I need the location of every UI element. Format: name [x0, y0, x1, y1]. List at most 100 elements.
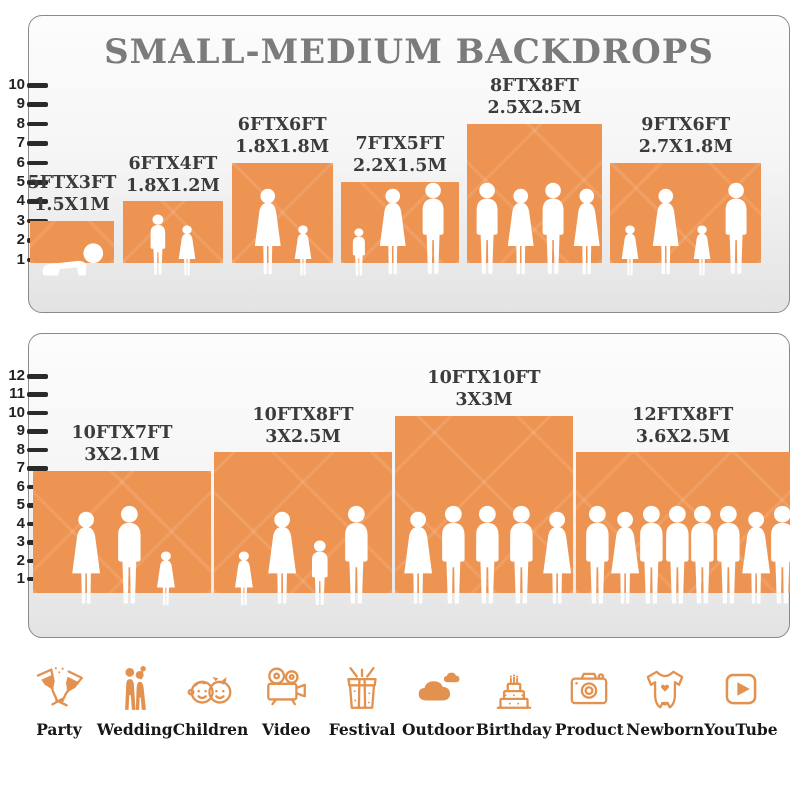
size-feet: 9FTX6FT [641, 114, 731, 135]
page-title: SMALL-MEDIUM BACKDROPS [104, 32, 714, 72]
y-axis-tick-label: 8 [16, 114, 25, 132]
category-children: Children [172, 662, 249, 739]
y-axis-tick-mark [27, 466, 48, 471]
y-axis-tick-label: 10 [8, 76, 25, 93]
backdrop-bar-12ftx8ft [576, 452, 790, 593]
backdrop-bar-10ftx10ft [395, 415, 573, 593]
size-feet: 12FTX8FT [632, 404, 734, 425]
backdrop-bar-7ftx5ft [341, 182, 459, 263]
category-birthday: Birthday [475, 662, 552, 739]
size-meters: 2.2X1.5M [352, 156, 447, 177]
backdrop-size-label: 10FTX10FT 3X3M [365, 368, 603, 412]
backdrop-size-label: 9FTX6FT 2.7X1.8M [580, 115, 791, 159]
wedding-icon [110, 662, 160, 716]
category-label: YouTube [704, 720, 778, 739]
size-meters: 3.6X2.5M [635, 426, 730, 447]
backdrop-size-label: 6FTX6FT 1.8X1.8M [202, 115, 363, 159]
y-axis-tick-label: 11 [9, 385, 25, 403]
backdrop-bar-6ftx4ft [122, 201, 224, 263]
y-axis-tick-label: 10 [8, 403, 25, 421]
newborn-icon [640, 662, 690, 716]
panel-top: SMALL-MEDIUM BACKDROPS 1 2 3 4 5 6 7 8 9 10 5FTX3F… [8, 15, 791, 313]
size-feet: 7FTX5FT [355, 134, 445, 155]
size-meters: 3X2.5M [265, 426, 341, 447]
category-label: Festival [328, 720, 396, 739]
y-axis-tick-mark [27, 83, 48, 88]
backdrop-bar-6ftx6ft [231, 162, 333, 263]
backdrop-bar-10ftx7ft [33, 470, 211, 593]
category-label: Party [36, 720, 82, 739]
outdoor-icon [413, 662, 463, 716]
category-label: Wedding [96, 720, 173, 739]
y-axis-tick-label: 5 [16, 496, 25, 514]
category-label: Children [172, 720, 249, 739]
size-meters: 2.5X2.5M [487, 97, 582, 118]
y-axis-tick-label: 3 [16, 533, 25, 551]
size-meters: 1.8X1.8M [235, 136, 330, 157]
category-label: Outdoor [402, 720, 474, 739]
category-youtube: YouTube [704, 662, 778, 739]
y-axis-tick-mark [27, 374, 48, 379]
y-axis-tick-label: 7 [16, 459, 25, 477]
birthday-icon [489, 662, 539, 716]
y-axis-tick-mark [27, 392, 48, 397]
y-axis-tick-label: 1 [16, 569, 25, 587]
backdrop-size-label: 10FTX8FT 3X2.5M [184, 405, 422, 449]
y-axis-tick-mark [27, 199, 48, 204]
category-label: Product [554, 720, 624, 739]
y-axis-tick-label: 4 [16, 514, 25, 532]
product-icon [564, 662, 614, 716]
y-axis-tick-label: 2 [16, 551, 25, 569]
y-axis-tick-label: 6 [16, 153, 25, 171]
backdrop-bar-10ftx8ft [214, 452, 392, 593]
category-product: Product [552, 662, 626, 739]
party-icon [34, 662, 84, 716]
backdrop-bar-8ftx8ft [467, 123, 602, 263]
backdrop-bar-5ftx3ft [30, 220, 114, 263]
y-axis-tick-label: 9 [16, 95, 25, 113]
y-axis-tick-mark [27, 429, 48, 434]
festival-icon [337, 662, 387, 716]
y-axis-tick-label: 12 [8, 367, 25, 384]
y-axis-tick-label: 3 [16, 211, 25, 229]
size-feet: 8FTX8FT [489, 76, 579, 97]
size-feet: 6FTX4FT [128, 153, 218, 174]
youtube-icon [716, 662, 766, 716]
category-icon-row: Party Wedding Children Video Festival Outdoor… [22, 662, 778, 739]
y-axis-tick-label: 8 [16, 440, 25, 458]
backdrop-bar-9ftx6ft [610, 162, 762, 263]
category-outdoor: Outdoor [401, 662, 475, 739]
y-axis-tick-mark [27, 180, 48, 185]
category-wedding: Wedding [96, 662, 173, 739]
backdrop-size-label: 12FTX8FT 3.6X2.5M [546, 405, 800, 449]
size-feet: 10FTX7FT [71, 423, 173, 444]
category-label: Birthday [475, 720, 552, 739]
y-axis-tick-mark [27, 160, 48, 166]
y-axis-tick-label: 5 [16, 173, 25, 190]
backdrop-size-label: 7FTX5FT 2.2X1.5M [311, 134, 489, 178]
size-feet: 10FTX10FT [427, 367, 541, 388]
video-icon [261, 662, 311, 716]
y-axis-tick-label: 6 [16, 477, 25, 495]
y-axis-tick-label: 7 [16, 134, 25, 152]
y-axis-tick-mark [27, 141, 48, 146]
size-meters: 1.8X1.2M [125, 175, 220, 196]
category-festival: Festival [325, 662, 399, 739]
category-label: Video [261, 720, 311, 739]
children-icon [186, 662, 236, 716]
panel-bottom: 1 2 3 4 5 6 7 8 9 10 11 12 10FTX7FT 3X2.1M 10FTX8FT 3X2… [8, 333, 794, 638]
category-party: Party [22, 662, 96, 739]
size-meters: 2.7X1.8M [638, 136, 733, 157]
y-axis-tick-mark [27, 447, 48, 453]
category-newborn: Newborn [626, 662, 704, 739]
backdrop-size-label: 6FTX4FT 1.8X1.2M [93, 154, 254, 198]
y-axis-tick-mark [27, 121, 48, 127]
category-video: Video [249, 662, 323, 739]
y-axis-tick-label: 9 [16, 422, 25, 440]
y-axis-tick-label: 4 [16, 192, 25, 210]
y-axis-tick-label: 2 [16, 231, 25, 249]
size-feet: 10FTX8FT [252, 404, 354, 425]
y-axis-tick-mark [27, 102, 48, 107]
y-axis-tick-mark [27, 410, 48, 416]
